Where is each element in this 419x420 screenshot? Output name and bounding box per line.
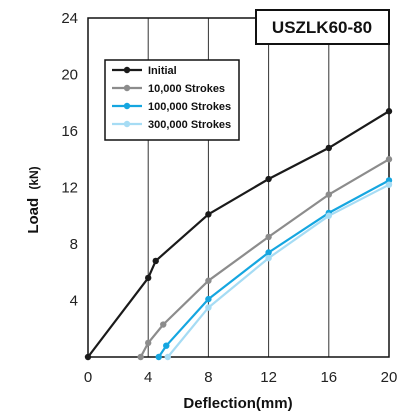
series-0-point-5 (325, 144, 332, 152)
legend-swatch-marker-2 (123, 102, 131, 110)
legend-label-0: Initial (148, 65, 177, 77)
series-0-point-6 (385, 108, 393, 115)
x-tick-label-0: 0 (84, 369, 92, 386)
y-tick-label-16: 16 (61, 123, 78, 140)
series-0-point-1 (145, 274, 152, 282)
legend-label-1: 10,000 Strokes (148, 83, 225, 95)
legend-label-3: 300,000 Strokes (148, 119, 231, 131)
x-tick-label-8: 8 (204, 369, 212, 386)
series-1-point-3 (205, 277, 212, 284)
series-0-point-2 (152, 257, 159, 265)
y-tick-label-12: 12 (61, 180, 78, 197)
y-axis-title-unit: (kN) (27, 166, 41, 189)
axis-tick-labels: 0 4 8 12 16 20 4 8 12 16 20 24 (61, 10, 397, 386)
legend-swatch-marker-3 (123, 120, 131, 128)
y-axis-title: Load (kN) (25, 166, 42, 233)
x-tick-label-4: 4 (144, 369, 152, 386)
legend-swatch-marker-1 (123, 84, 131, 92)
series-1-point-1 (145, 339, 152, 347)
series-1-point-4 (265, 233, 272, 241)
y-tick-label-8: 8 (70, 236, 78, 253)
model-label: USZLK60-80 (272, 18, 372, 37)
series-0-point-0 (84, 353, 92, 361)
legend-label-2: 100,000 Strokes (148, 101, 231, 113)
y-tick-label-4: 4 (70, 293, 78, 310)
series-2-point-2 (205, 295, 212, 303)
series-1-point-5 (325, 191, 332, 198)
series-3-point-1 (205, 304, 212, 311)
legend-swatch-marker-0 (123, 66, 131, 74)
series-line-1 (139, 158, 390, 358)
series-3-point-2 (265, 254, 272, 262)
series-1-point-2 (160, 321, 167, 328)
series-1-point-6 (385, 156, 393, 163)
series-line-2 (157, 179, 390, 358)
series-lines (84, 108, 393, 361)
y-axis-title-main: Load (25, 198, 42, 234)
x-tick-label-20: 20 (381, 369, 398, 386)
series-0-point-3 (205, 211, 212, 218)
y-tick-label-24: 24 (61, 10, 78, 27)
series-3-point-0 (164, 353, 171, 361)
series-2-point-0 (155, 353, 162, 361)
series-3-point-3 (325, 212, 332, 219)
series-line-3 (166, 183, 390, 358)
x-tick-label-12: 12 (260, 369, 277, 386)
x-axis-title: Deflection(mm) (183, 395, 292, 412)
series-1-point-0 (137, 353, 144, 361)
y-tick-label-20: 20 (61, 67, 78, 84)
series-2-point-3 (265, 249, 272, 256)
series-line-0 (87, 110, 390, 358)
model-label-box: USZLK60-80 (255, 9, 390, 45)
series-2-point-1 (163, 342, 170, 349)
series-0-point-4 (265, 175, 272, 183)
series-3-point-4 (385, 181, 393, 188)
x-tick-label-16: 16 (320, 369, 337, 386)
legend: Initial 10,000 Strokes 100,000 Strokes 300,… (104, 59, 240, 141)
